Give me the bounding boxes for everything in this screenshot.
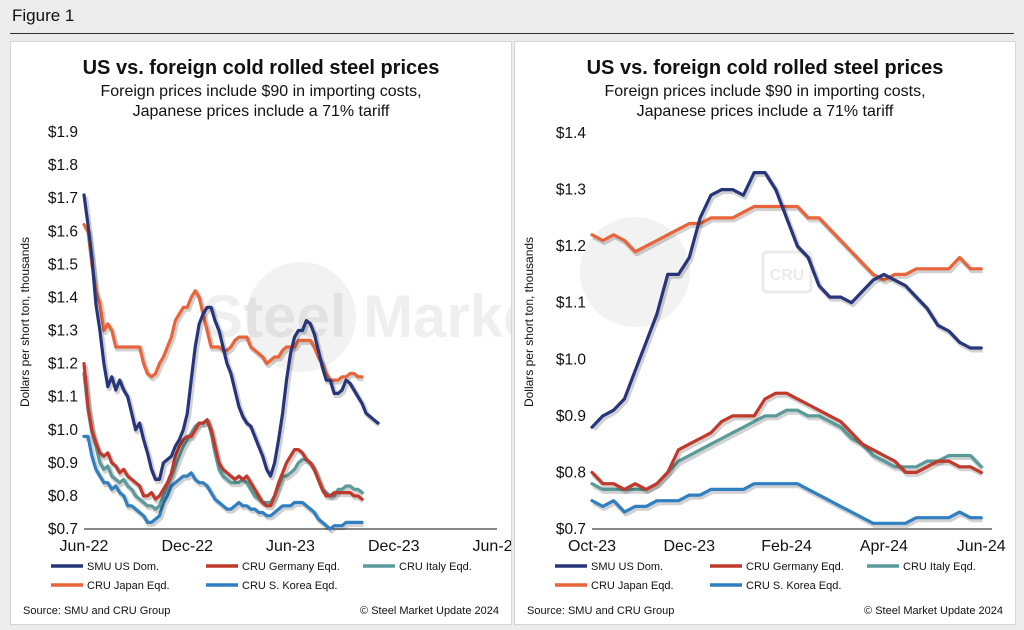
chart-subtitle-line2: Japanese prices include a 71% tariff	[133, 103, 390, 120]
series-line-cru-s-korea-eqd	[590, 482, 983, 525]
chart-svg-left: Steel Market US vs. foreign cold rolled …	[18, 57, 511, 617]
series-group	[590, 171, 985, 528]
x-tick-label: Oct-23	[568, 538, 616, 555]
y-tick-label: $1.1	[48, 389, 78, 406]
chart-subtitle-line2: Japanese prices include a 71% tariff	[637, 103, 894, 120]
chart-panel-left: Steel Market US vs. foreign cold rolled …	[10, 41, 512, 625]
watermark: Steel Market	[203, 262, 511, 372]
legend-label: CRU Germany Eqd.	[242, 561, 340, 573]
y-tick-label: $1.0	[48, 422, 79, 439]
copyright-note: © Steel Market Update 2024	[864, 605, 1003, 617]
x-tick-label: Dec-22	[161, 538, 213, 555]
y-tick-label: $0.9	[48, 455, 78, 472]
watermark-text: Steel Market	[203, 283, 511, 350]
y-tick-label: $1.2	[556, 238, 586, 255]
y-axis-label: Dollars per short ton, thousands	[522, 237, 536, 407]
legend-label: SMU US Dom.	[87, 561, 159, 573]
y-tick-label: $1.5	[48, 256, 78, 273]
y-tick-label: $0.9	[556, 408, 586, 425]
legend-label: SMU US Dom.	[591, 561, 663, 573]
copyright-note: © Steel Market Update 2024	[360, 605, 499, 617]
y-tick-label: $1.9	[48, 124, 78, 141]
cru-logo-mark	[761, 250, 813, 294]
y-tick-label: $0.7	[556, 521, 586, 538]
y-tick-label: $0.8	[48, 488, 78, 505]
series-line-shadow	[592, 483, 983, 528]
x-tick-label: Jun-24	[473, 538, 511, 555]
x-tick-label: Feb-24	[761, 538, 812, 555]
legend-label: CRU S. Korea Eqd.	[242, 580, 337, 592]
series-group	[82, 193, 381, 534]
y-tick-label: $1.0	[556, 351, 587, 368]
x-tick-label: Apr-24	[860, 538, 908, 555]
chart-title: US vs. foreign cold rolled steel prices	[587, 57, 944, 79]
y-tick-label: $1.1	[556, 295, 586, 312]
x-tick-label: Dec-23	[368, 538, 420, 555]
legend-label: CRU Italy Eqd.	[399, 561, 472, 573]
series-line-cru-germany-eqd	[590, 391, 983, 491]
x-tick-label: Jun-22	[60, 538, 109, 555]
series-line-cru-japan-eqd	[590, 204, 983, 282]
source-note: Source: SMU and CRU Group	[23, 605, 170, 617]
series-line-shadow	[592, 206, 983, 285]
y-tick-label: $1.7	[48, 190, 78, 207]
y-tick-label: $0.8	[556, 464, 586, 481]
y-tick-group: $0.7 $0.8 $0.9 $1.0 $1.1 $1.2 $1.3 $1.4 $1.5 $1.6…	[48, 124, 79, 538]
legend: SMU US Dom. CRU Germany Eqd. CRU Italy Eqd…	[51, 561, 472, 592]
legend-label: CRU Italy Eqd.	[903, 561, 976, 573]
x-tick-group: Jun-22 Dec-22 Jun-23 Dec-23 Jun-24	[60, 538, 511, 555]
y-tick-label: $1.4	[556, 125, 587, 142]
y-tick-label: $1.3	[556, 182, 586, 199]
chart-title: US vs. foreign cold rolled steel prices	[83, 57, 440, 79]
y-tick-group: $0.7 $0.8 $0.9 $1.0 $1.1 $1.2 $1.3 $1.4	[556, 125, 587, 538]
legend: SMU US Dom. CRU Germany Eqd. CRU Italy Eqd…	[555, 561, 976, 592]
cru-logo-text: CRU	[770, 267, 805, 284]
x-tick-label: Jun-23	[266, 538, 315, 555]
figure-label: Figure 1	[12, 6, 75, 25]
series-line-cru-germany-eqd	[82, 362, 364, 508]
series-line-cru-s-korea-eqd	[82, 434, 364, 531]
y-tick-label: $1.3	[48, 323, 78, 340]
x-tick-label: Dec-23	[664, 538, 716, 555]
y-tick-label: $1.4	[48, 289, 79, 306]
chart-subtitle-line1: Foreign prices include $90 in importing …	[604, 83, 925, 100]
y-tick-label: $0.7	[48, 521, 78, 538]
chart-svg-right: CRU US vs. foreign cold rolled steel pri…	[522, 57, 1006, 617]
legend-label: CRU Japan Eqd.	[591, 580, 674, 592]
legend-label: CRU Germany Eqd.	[746, 561, 844, 573]
y-tick-label: $1.8	[48, 157, 78, 174]
series-line-shadow	[592, 409, 985, 494]
chart-panel-right: CRU US vs. foreign cold rolled steel pri…	[514, 41, 1016, 625]
chart-subtitle-line1: Foreign prices include $90 in importing …	[100, 83, 421, 100]
series-line-smu-us-dom	[590, 171, 983, 429]
y-axis-label: Dollars per short ton, thousands	[18, 237, 32, 407]
x-tick-label: Jun-24	[957, 538, 1006, 555]
legend-label: CRU Japan Eqd.	[87, 580, 170, 592]
source-note: Source: SMU and CRU Group	[527, 605, 674, 617]
series-line-cru-italy-eqd	[590, 408, 983, 491]
figure-rule	[10, 33, 1014, 34]
y-tick-label: $1.6	[48, 223, 78, 240]
series-line-smu-us-dom	[82, 193, 380, 481]
y-tick-label: $1.2	[48, 356, 78, 373]
x-tick-group: Oct-23 Dec-23 Feb-24 Apr-24 Jun-24	[568, 538, 1006, 555]
legend-label: CRU S. Korea Eqd.	[746, 580, 841, 592]
